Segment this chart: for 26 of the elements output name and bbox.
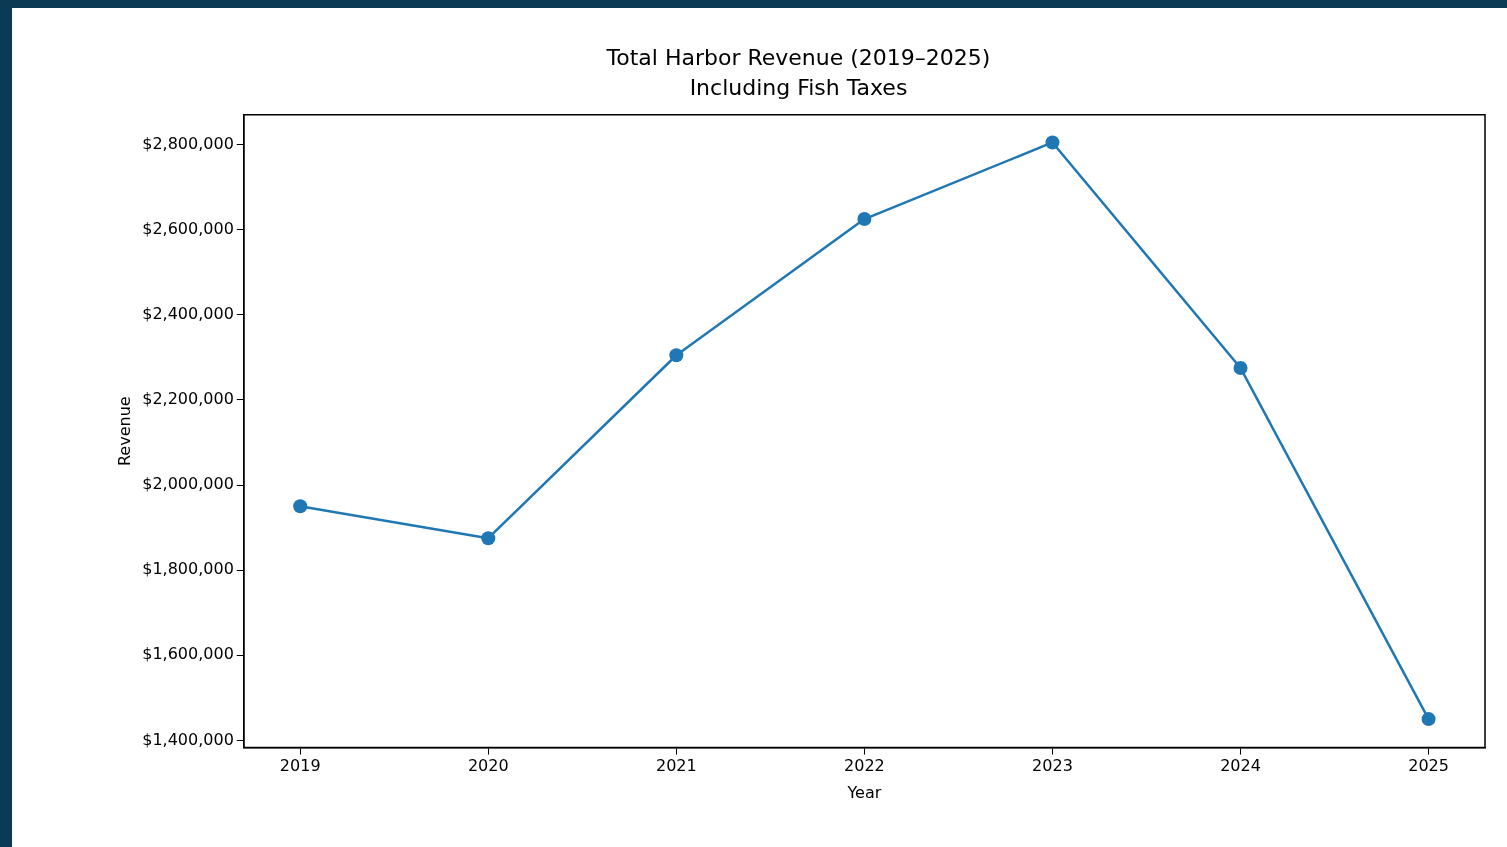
x-tick-label: 2020 xyxy=(467,756,509,776)
x-tick-label: 2019 xyxy=(279,756,321,776)
point xyxy=(1233,361,1248,376)
point xyxy=(481,531,496,546)
chart-subtitle: Including Fish Taxes xyxy=(689,75,908,101)
x-tick-label: 2023 xyxy=(1032,756,1073,776)
y-tick-label: $2,200,000 xyxy=(142,389,234,409)
x-tick-label: 2025 xyxy=(1408,756,1449,776)
y-tick-label: $2,600,000 xyxy=(142,218,234,238)
y-axis-title: Revenue xyxy=(114,396,134,467)
chart-title: Total Harbor Revenue (2019–2025) xyxy=(605,44,991,70)
y-tick-label: $2,400,000 xyxy=(142,303,234,323)
point xyxy=(293,499,308,514)
y-tick-label: $1,800,000 xyxy=(142,559,234,579)
x-tick-label: 2021 xyxy=(655,756,697,776)
x-tick-label: 2024 xyxy=(1220,756,1261,776)
y-tick-label: $2,800,000 xyxy=(142,133,234,153)
y-tick-label: $2,000,000 xyxy=(142,474,234,494)
y-tick-label: $1,600,000 xyxy=(142,644,234,664)
x-axis-title: Year xyxy=(846,782,882,802)
point xyxy=(857,212,872,227)
point xyxy=(1421,712,1436,727)
point xyxy=(669,348,684,363)
x-tick-label: 2022 xyxy=(844,756,885,776)
y-tick-label: $1,400,000 xyxy=(142,729,234,749)
point xyxy=(1045,135,1060,150)
